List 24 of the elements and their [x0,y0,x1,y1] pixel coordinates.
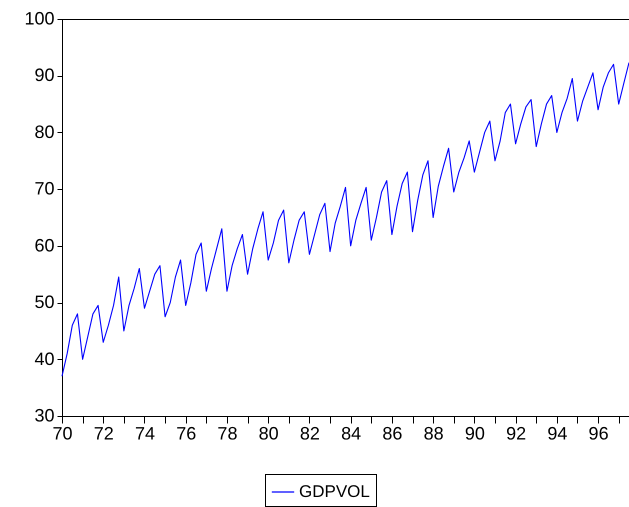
x-tick-label: 86 [382,424,402,444]
x-tick-label: 90 [464,424,485,444]
x-tick-label: 78 [217,424,238,444]
x-tick-label: 92 [506,424,526,444]
x-tick-label: 70 [52,424,73,444]
y-tick-label: 60 [34,235,54,256]
line-series [61,62,629,377]
x-tick-label: 76 [176,424,196,444]
x-tick-label: 82 [300,424,320,444]
x-tick-label: 72 [94,424,114,444]
y-tick-label: 30 [34,406,54,426]
x-tick-label: 88 [424,424,444,444]
y-tick-label: 100 [24,8,54,28]
y-tick-label: 90 [34,65,54,86]
x-tick-label: 94 [547,424,568,444]
y-tick-label: 50 [34,292,54,312]
y-tick-label: 40 [34,348,54,369]
x-tick-label: 96 [588,424,609,444]
y-tick-label: 80 [34,122,54,142]
y-tick-label: 70 [34,178,54,199]
legend-label: GDPVOL [299,482,370,501]
x-tick-label: 80 [258,424,279,444]
x-tick-label: 74 [134,424,155,444]
x-tick-label: 84 [341,424,362,444]
